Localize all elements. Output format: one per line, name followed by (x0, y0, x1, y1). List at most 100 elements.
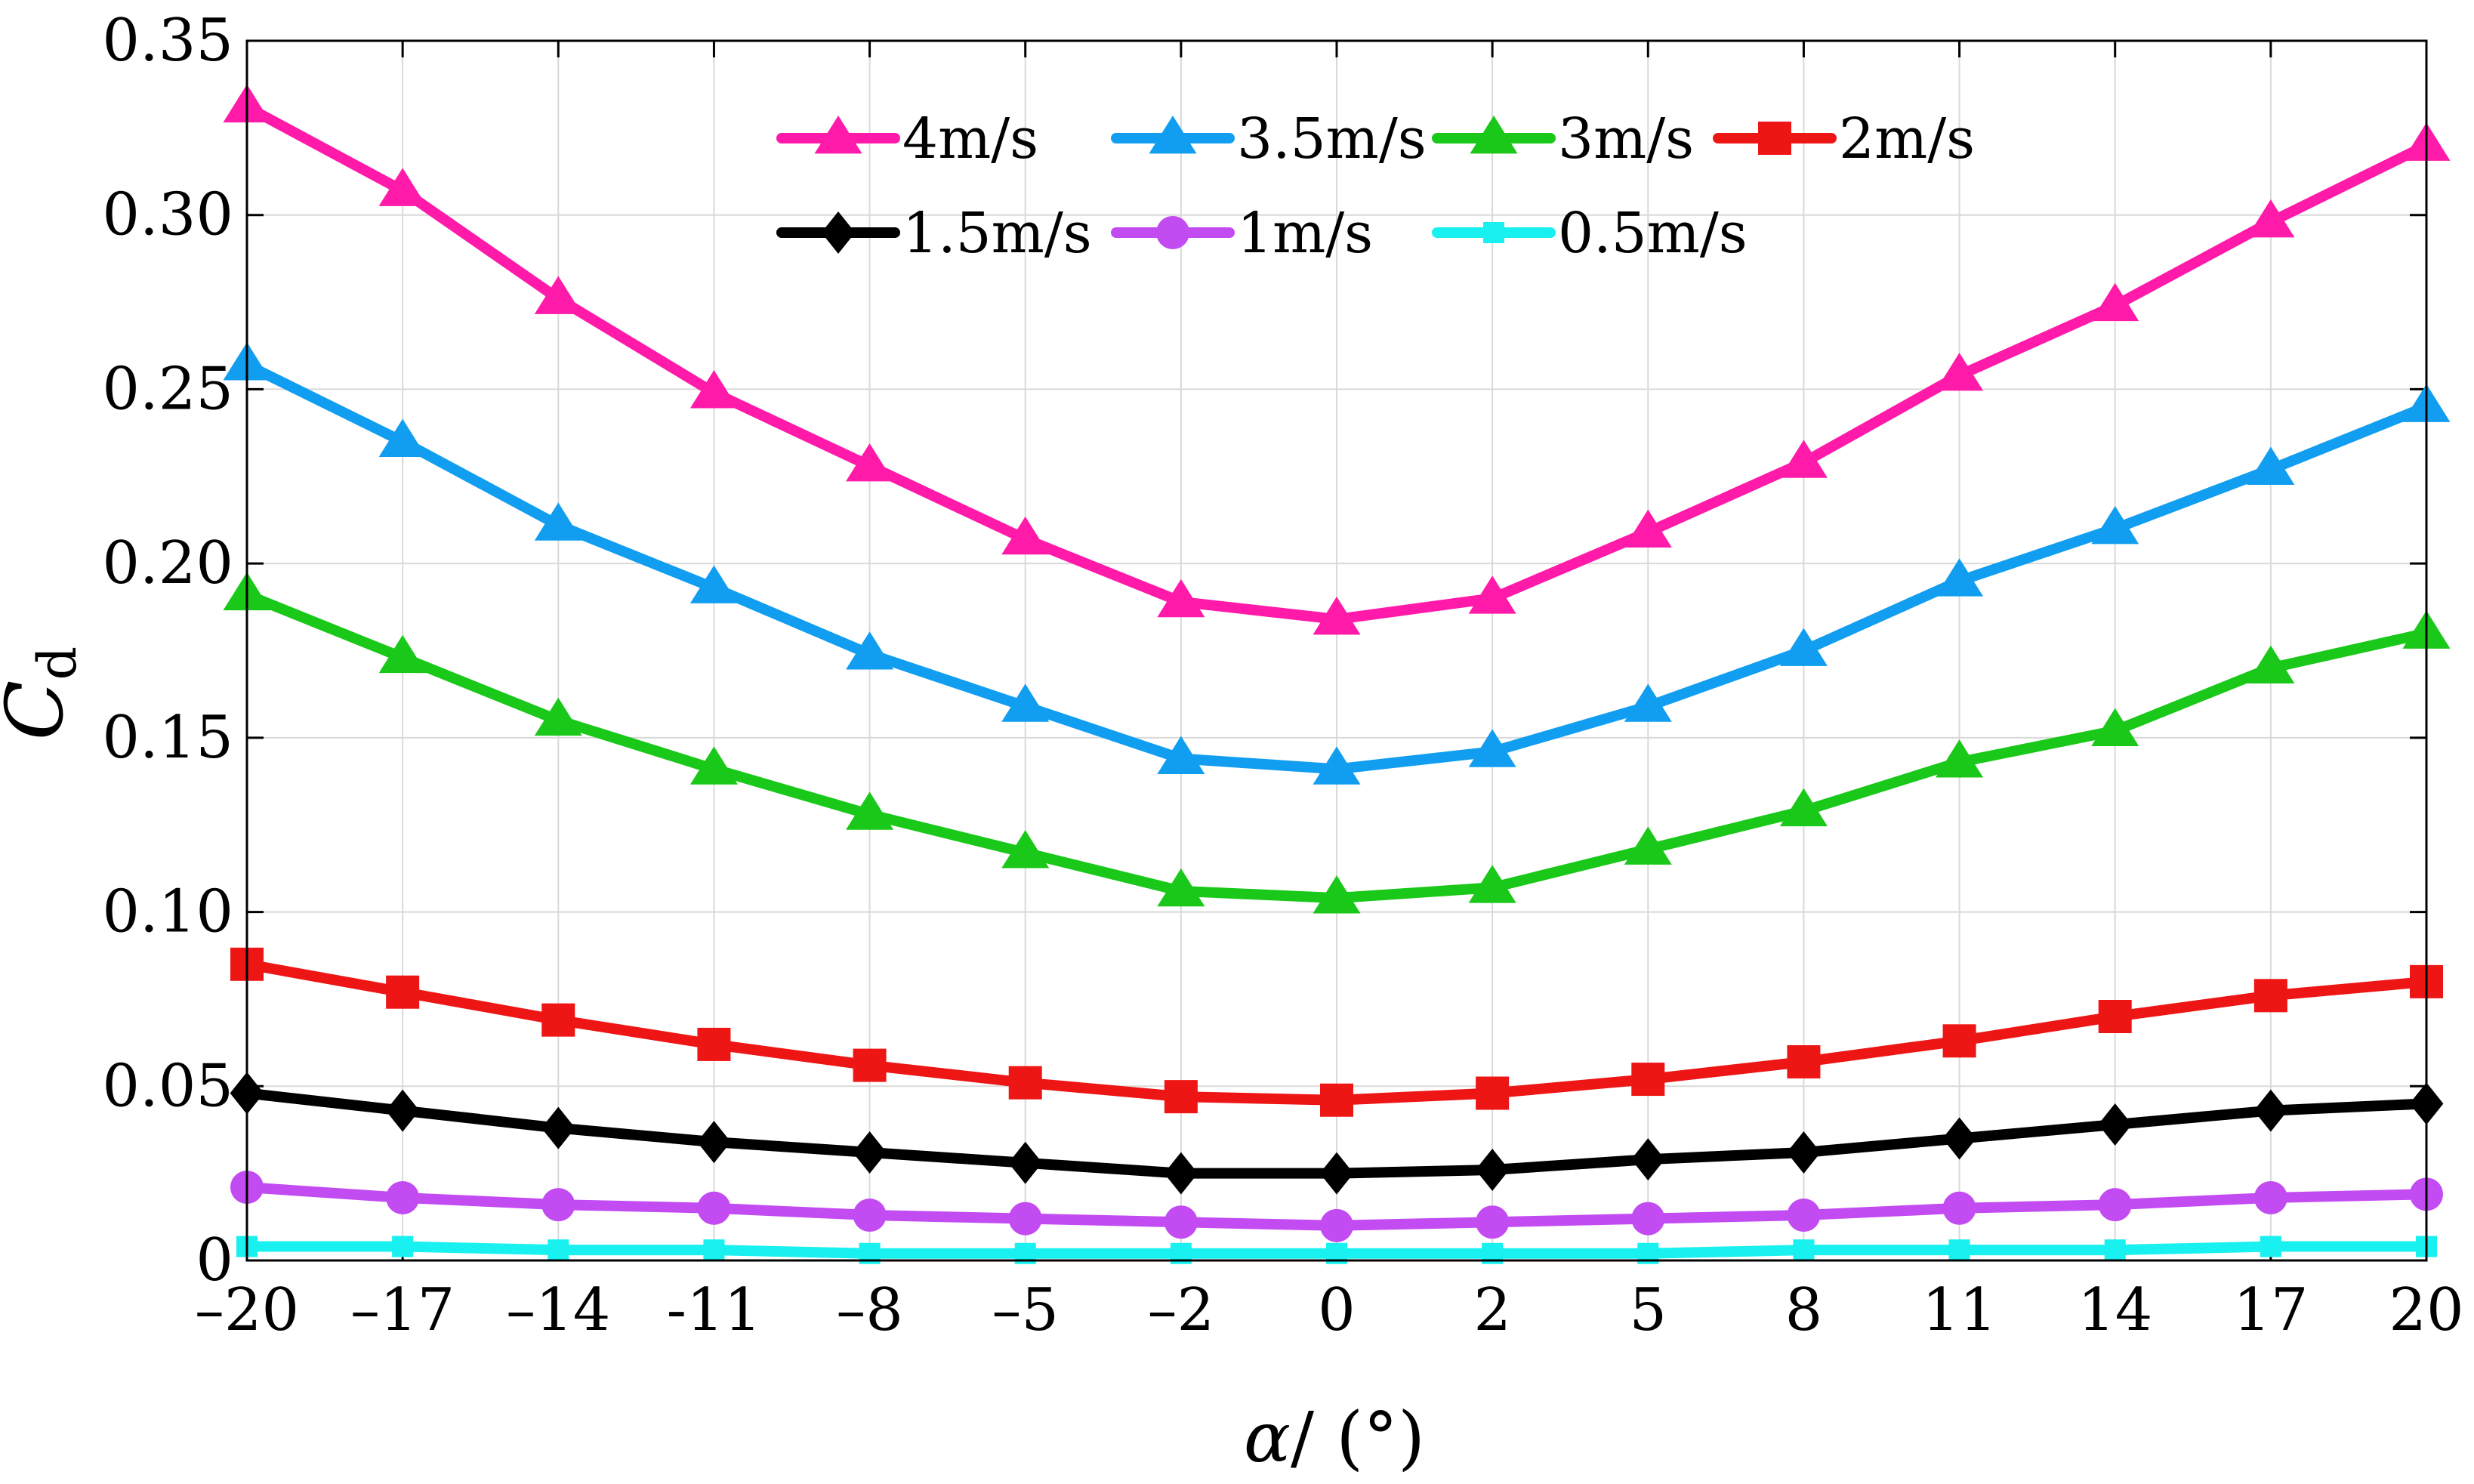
legend-swatch-marker (1149, 116, 1197, 154)
data-point (697, 1027, 731, 1061)
x-tick-label: –14 (506, 1276, 610, 1344)
legend-item: 3.5m/s (1111, 106, 1427, 171)
x-tick-label: –20 (195, 1276, 299, 1344)
series-3 (230, 947, 2443, 1117)
data-point (392, 1236, 414, 1257)
legend-swatch-marker (1470, 116, 1518, 154)
x-axis-label: α/ (°) (1244, 1397, 1425, 1478)
legend: 4m/s 3.5m/s 3m/s 2m/s 1.5m/s 1m/s 0.5m/s (776, 106, 1975, 266)
data-point (2098, 1000, 2132, 1033)
data-point (846, 443, 894, 482)
data-point (1787, 1199, 1821, 1233)
data-point (1793, 1239, 1815, 1261)
x-tick-label: 8 (1785, 1276, 1823, 1344)
legend-item: 1m/s (1111, 201, 1373, 266)
data-point (1008, 1066, 1042, 1100)
legend-item: 0.5m/s (1432, 201, 1748, 266)
data-point (697, 1121, 731, 1164)
data-point (1313, 875, 1361, 914)
data-point (378, 634, 427, 674)
data-point (378, 418, 427, 458)
data-point (385, 1089, 420, 1132)
series-0 (223, 84, 2451, 635)
data-point (853, 1048, 887, 1082)
data-point (1942, 1117, 1976, 1160)
y-axis-ticks: 0 0.05 0.10 0.15 0.20 0.25 0.30 0.35 (102, 7, 2426, 1294)
data-point (689, 746, 738, 785)
data-point (2247, 199, 2295, 238)
data-point (548, 1239, 569, 1261)
data-point (2247, 446, 2295, 485)
data-point (1631, 1202, 1665, 1236)
data-point (2098, 1188, 2132, 1222)
y-axis-label: Cd (0, 646, 88, 740)
series-5 (230, 1171, 2443, 1242)
data-point (1787, 1044, 1821, 1078)
legend-swatch-marker (1483, 222, 1504, 243)
data-point (697, 1191, 731, 1225)
y-tick-label: 0.20 (102, 529, 233, 597)
data-point (386, 1180, 420, 1214)
y-tick-label: 0.15 (102, 704, 233, 772)
data-point (2091, 506, 2139, 545)
data-point (1936, 352, 1984, 391)
data-point (1779, 440, 1828, 478)
data-point (386, 975, 420, 1009)
legend-label: 0.5m/s (1558, 201, 1748, 266)
data-point (1468, 575, 1516, 614)
x-tick-label: -11 (667, 1276, 762, 1344)
x-tick-label: 20 (2389, 1276, 2463, 1344)
data-point (1948, 1239, 1970, 1261)
data-point (846, 631, 894, 670)
x-tick-label: 5 (1629, 1276, 1667, 1344)
y-tick-label: 0 (196, 1226, 233, 1294)
data-point (1157, 868, 1205, 907)
legend-label: 4m/s (902, 106, 1038, 171)
data-point (1476, 1205, 1510, 1239)
data-point (541, 1106, 575, 1149)
data-point (2091, 708, 2139, 747)
y-tick-label: 0.05 (102, 1052, 233, 1120)
data-point (2253, 979, 2287, 1013)
legend-item: 3m/s (1432, 106, 1694, 171)
data-point (1468, 729, 1516, 767)
data-point (1631, 1063, 1665, 1097)
data-point (2253, 1180, 2287, 1214)
data-point (2104, 1239, 2126, 1261)
series-group (223, 84, 2451, 1264)
data-point (1001, 516, 1050, 555)
legend-label: 3.5m/s (1237, 106, 1427, 171)
y-axis-label-sub: d (26, 646, 88, 680)
data-point (1164, 1205, 1198, 1239)
data-point (1320, 1083, 1353, 1117)
data-point (2253, 1089, 2288, 1132)
data-point (1936, 558, 1984, 597)
data-point (846, 791, 894, 830)
data-point (1319, 1152, 1354, 1195)
data-point (534, 502, 582, 541)
data-point (1624, 826, 1672, 865)
legend-label: 1.5m/s (902, 201, 1092, 266)
data-point (1313, 746, 1361, 785)
data-point (853, 1131, 887, 1174)
data-point (1313, 596, 1361, 635)
data-point (534, 276, 582, 314)
data-point (1779, 628, 1828, 666)
x-axis-ticks: –20 –17 –14 -11 –8 –5 –2 0 2 5 8 11 14 17 20 (195, 41, 2464, 1344)
x-tick-label: 11 (1922, 1276, 1997, 1344)
legend-item: 2m/s (1713, 106, 1975, 171)
x-tick-label: –2 (1148, 1276, 1215, 1344)
data-point (1001, 830, 1050, 868)
data-point (1008, 1141, 1043, 1184)
data-point (541, 1188, 575, 1222)
data-point (534, 697, 582, 736)
data-point (1630, 1138, 1665, 1181)
data-point (2260, 1236, 2281, 1257)
data-point (1624, 683, 1672, 722)
x-axis-label-main: α (1244, 1397, 1291, 1478)
data-point (541, 1003, 575, 1037)
legend-swatch-marker (814, 116, 862, 154)
data-point (2098, 1103, 2133, 1146)
legend-label: 3m/s (1558, 106, 1694, 171)
series-1 (223, 342, 2451, 785)
